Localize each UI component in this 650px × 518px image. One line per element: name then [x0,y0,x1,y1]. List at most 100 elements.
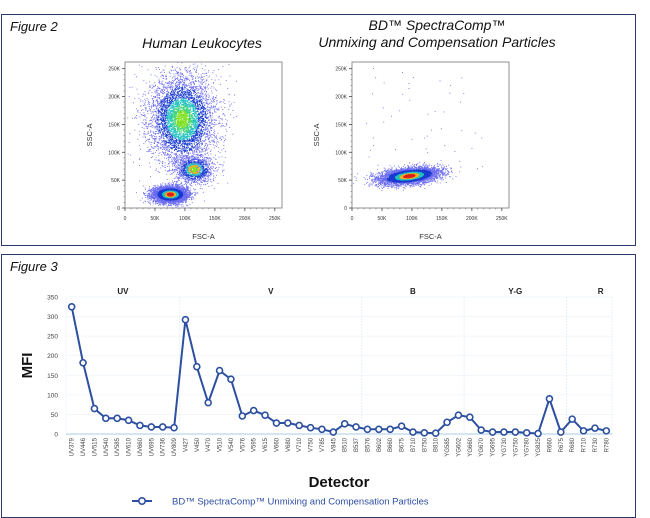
event-dot [148,202,149,203]
event-dot [181,186,182,187]
event-dot [158,200,159,201]
event-dot [159,203,160,204]
event-dot [146,195,147,196]
event-dot [158,202,159,203]
event-dot [155,185,156,186]
event-dot [160,187,161,188]
event-dot [191,197,192,198]
event-dot [189,199,190,200]
event-dot [155,202,156,203]
event-dot [184,201,185,202]
event-dot [168,185,169,186]
event-dot [179,203,180,204]
event-dot [166,205,167,206]
event-dot [175,186,176,187]
event-dot [160,183,161,184]
event-dot [171,183,172,184]
event-dot [175,184,176,185]
event-dot [185,183,186,184]
event-dot [156,197,157,198]
event-dot [192,193,193,194]
event-dot [145,193,146,194]
event-dot [161,203,162,204]
event-dot [183,206,184,207]
event-dot [162,202,163,203]
event-dot [181,204,182,205]
event-dot [167,206,168,207]
event-dot [144,194,145,195]
event-dot [194,190,195,191]
event-dot [143,202,144,203]
event-dot [157,203,158,204]
event-dot [151,196,152,197]
event-dot [195,189,196,190]
event-dot [191,199,192,200]
event-dot [150,190,151,191]
event-dot [150,195,151,196]
event-dot [189,194,190,195]
event-dot [153,188,154,189]
event-dot [178,205,179,206]
event-dot [186,185,187,186]
event-dot [192,196,193,197]
figure-2-panel: Figure 2 Human Leukocytes BD™ SpectraCom… [1,14,636,246]
event-dot [155,186,156,187]
event-dot [191,194,192,195]
event-dot [183,202,184,203]
event-dot [197,192,198,193]
event-dot [165,185,166,186]
event-dot [151,192,152,193]
event-dot [163,182,164,183]
event-dot [169,185,170,186]
event-dot [181,206,182,207]
event-dot [171,205,172,206]
event-dot [186,200,187,201]
event-dot [177,204,178,205]
event-dot [152,194,153,195]
event-dot [180,184,181,185]
event-dot [156,187,157,188]
event-dot [145,197,146,198]
event-dot [183,184,184,185]
event-dot [172,203,173,204]
event-dot [189,193,190,194]
event-dot [158,205,159,206]
event-dot [175,205,176,206]
event-dot [144,193,145,194]
leukocytes-scatter-plot: 0050K50K100K100K150K150K200K200K250K250K… [85,62,282,241]
event-dot [158,186,159,187]
event-dot [147,197,148,198]
event-dot [184,181,185,182]
event-dot [145,201,146,202]
event-dot [147,199,148,200]
event-dot [150,202,151,203]
event-dot [182,186,183,187]
event-dot [193,199,194,200]
event-dot [185,202,186,203]
event-dot [159,204,160,205]
event-dot [147,201,148,202]
event-dot [153,189,154,190]
event-dot [177,206,178,207]
event-dot [136,192,137,193]
event-dot [176,185,177,186]
event-dot [157,200,158,201]
event-dot [176,203,177,204]
event-dot [190,190,191,191]
event-dot [145,188,146,189]
event-dot [154,201,155,202]
event-dot [189,195,190,196]
event-dot [187,186,188,187]
event-dot [154,185,155,186]
event-dot [166,203,167,204]
event-dot [149,197,150,198]
scatter-plots-area: 0050K50K100K100K150K150K200K200K250K250K… [2,15,634,244]
event-dot [159,202,160,203]
event-dot [182,186,183,187]
event-dot [192,202,193,203]
event-dot [147,191,148,192]
event-dot [170,205,171,206]
event-dot [148,195,149,196]
event-dot [187,199,188,200]
event-dot [150,200,151,201]
